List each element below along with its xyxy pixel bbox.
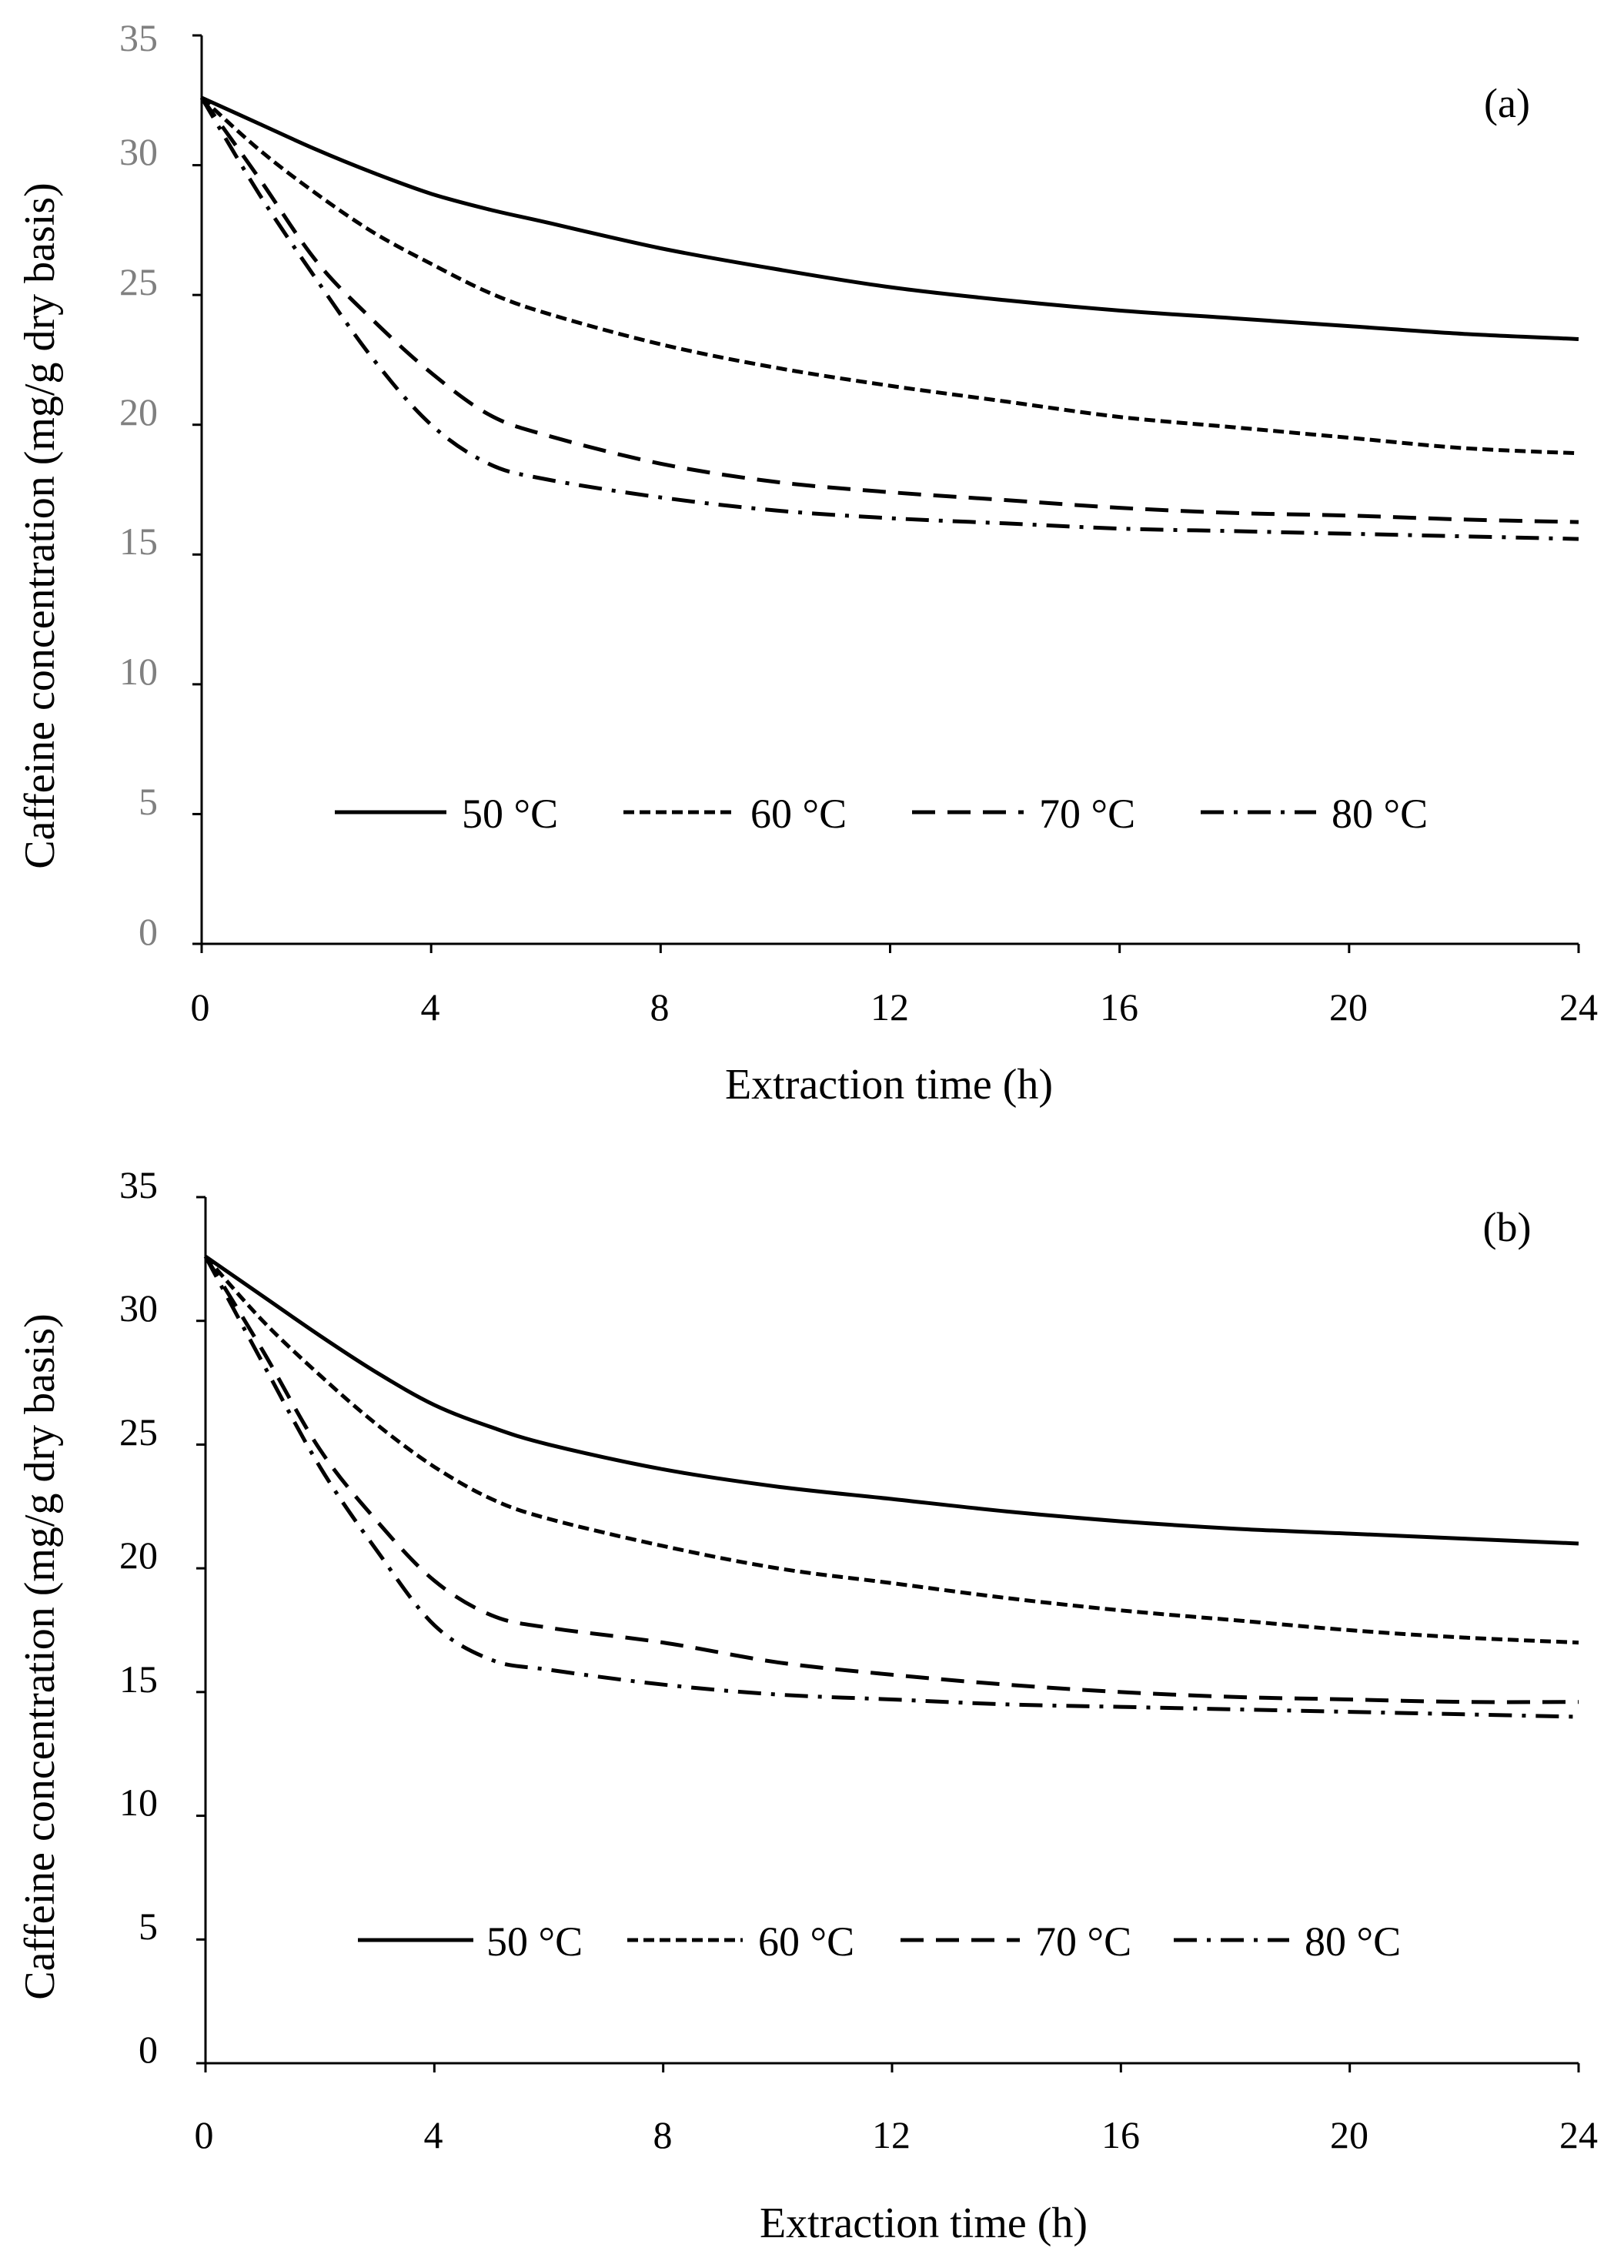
legend-label-50c: 50 °C: [486, 1918, 583, 1965]
legend-label-80c: 80 °C: [1332, 791, 1428, 837]
x-tick-label: 4: [424, 2113, 443, 2156]
y-tick-label: 15: [119, 520, 158, 563]
panel-label-a: (a): [1484, 80, 1530, 126]
y-ticks-b: 0 5 10 15 20 25 30 35: [119, 1163, 158, 2071]
x-axis-title-a: Extraction time (h): [725, 1061, 1053, 1109]
legend-label-70c: 70 °C: [1035, 1918, 1131, 1965]
chart-panel-b: (b) Caffeine concentration (mg/g dry bas…: [16, 1163, 1598, 2247]
x-tick-label: 0: [191, 985, 210, 1029]
series-line-dashed-a: [199, 96, 1579, 524]
series-line-dashdot-a: [199, 96, 1579, 541]
y-tick-label: 0: [139, 2028, 158, 2071]
y-tick-label: 35: [119, 1163, 158, 1206]
y-ticks-a: 0 5 10 15 20 25 30 35: [119, 16, 158, 953]
series-line-dotted-a: [200, 96, 1579, 456]
x-tick-label: 20: [1330, 2113, 1368, 2156]
x-tick-label: 4: [421, 985, 440, 1029]
x-tick-label: 12: [870, 985, 909, 1029]
legend-label-60c: 60 °C: [758, 1918, 854, 1965]
y-tick-label: 5: [139, 1905, 158, 1948]
x-tick-label: 12: [872, 2113, 911, 2156]
series-line-solid-b: [204, 1255, 1579, 1546]
y-tick-label: 30: [119, 1286, 158, 1330]
x-tick-label: 0: [195, 2113, 214, 2156]
y-tick-label: 25: [119, 260, 158, 303]
series-line-solid-a: [200, 95, 1579, 341]
legend-label-80c: 80 °C: [1305, 1918, 1401, 1965]
y-axis-title-a: Caffeine concentration (mg/g dry basis): [16, 182, 64, 869]
y-tick-label: 30: [119, 130, 158, 173]
x-tick-label: 20: [1329, 985, 1368, 1029]
legend-b: 50 °C 60 °C 70 °C 80 °C: [486, 1918, 1401, 1965]
series-line-dashdot-b: [203, 1255, 1579, 1719]
legend-label-70c: 70 °C: [1039, 791, 1135, 837]
y-tick-label: 15: [119, 1658, 158, 1701]
x-axis-title-b: Extraction time (h): [760, 2199, 1088, 2247]
y-tick-label: 10: [119, 650, 158, 693]
x-tick-label: 8: [650, 985, 670, 1029]
x-tick-label: 8: [653, 2113, 673, 2156]
y-tick-label: 35: [119, 16, 158, 59]
legend-label-50c: 50 °C: [462, 791, 558, 837]
x-ticks-a: 0 4 8 12 16 20 24: [191, 985, 1599, 1029]
x-tick-label: 16: [1101, 2113, 1140, 2156]
chart-panel-a: (a) Caffeine concentration (mg/g dry bas…: [16, 16, 1598, 1109]
y-tick-label: 5: [139, 780, 158, 823]
series-line-dotted-b: [204, 1255, 1579, 1645]
y-tick-label: 10: [119, 1781, 158, 1824]
series-line-dashed-b: [203, 1255, 1579, 1704]
y-tick-label: 20: [119, 1534, 158, 1577]
legend-label-60c: 60 °C: [750, 791, 847, 837]
y-axis-title-b: Caffeine concentration (mg/g dry basis): [16, 1313, 64, 2000]
x-tick-label: 16: [1100, 985, 1138, 1029]
x-tick-label: 24: [1559, 985, 1598, 1029]
y-tick-label: 0: [139, 910, 158, 953]
x-ticks-b: 0 4 8 12 16 20 24: [195, 2113, 1599, 2156]
y-tick-label: 20: [119, 390, 158, 433]
panel-label-b: (b): [1483, 1204, 1532, 1250]
legend-a: 50 °C 60 °C 70 °C 80 °C: [462, 791, 1428, 837]
y-tick-label: 25: [119, 1410, 158, 1453]
x-tick-label: 24: [1559, 2113, 1598, 2156]
